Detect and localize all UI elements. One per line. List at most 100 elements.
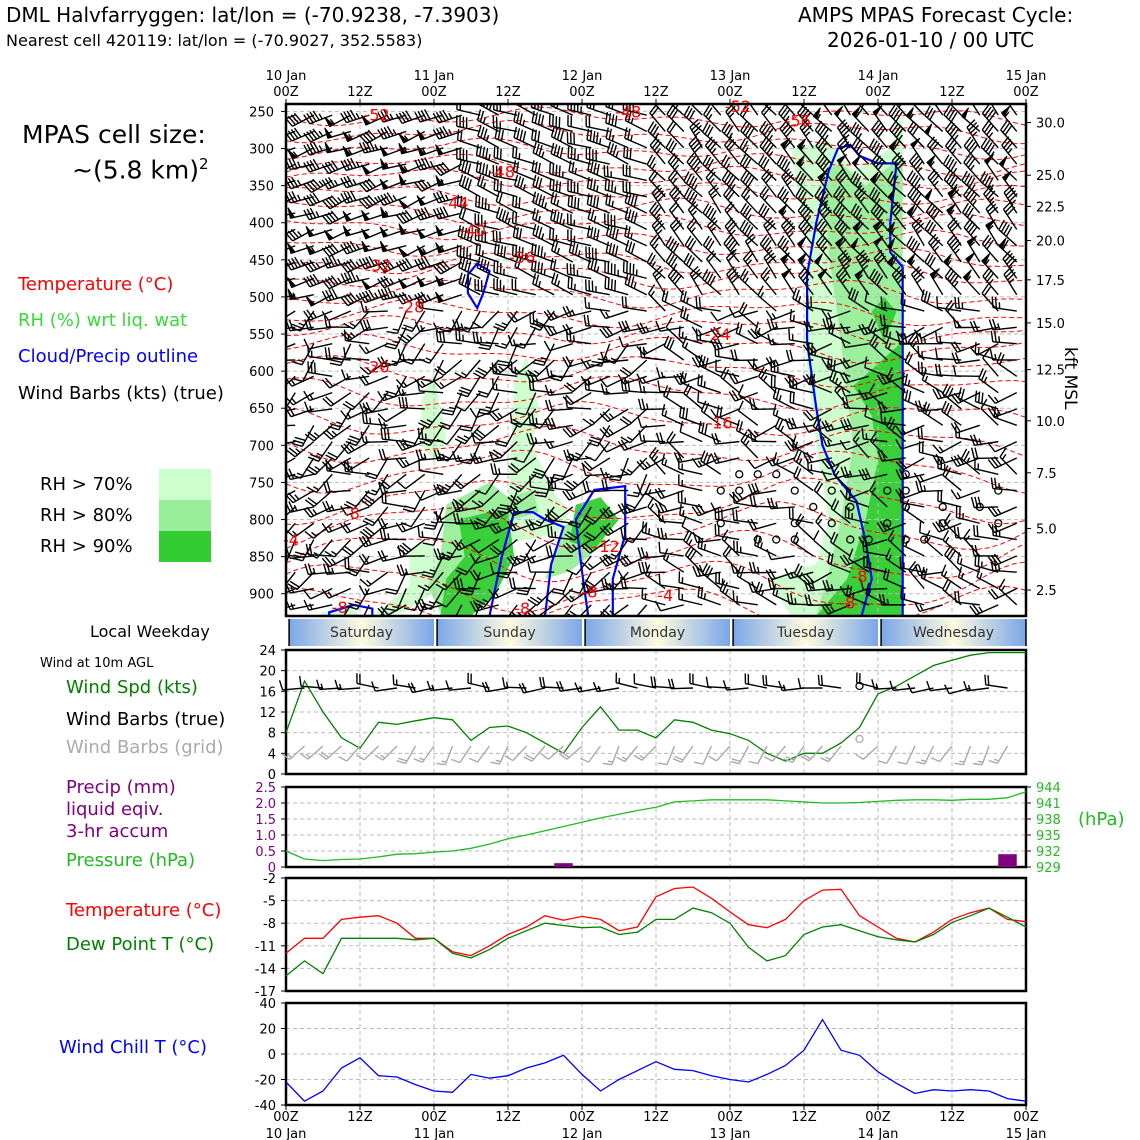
wind-barb (550, 219, 574, 231)
wind-barb-feather (688, 110, 696, 121)
wind-barb-feather (686, 107, 693, 119)
wind-barb-half-feather (587, 563, 594, 569)
wind-barb (949, 104, 962, 116)
wind-barb-feather (458, 158, 463, 170)
wind-barb (736, 429, 759, 443)
wind-barb-half-feather (919, 604, 924, 611)
wind-barb-feather (293, 439, 305, 445)
wind-barb-feather (540, 262, 544, 274)
wind-barb-half-feather (694, 167, 700, 173)
wind-barb-half-feather (313, 432, 320, 438)
wind-barb-feather (784, 222, 794, 232)
wind-barb (920, 577, 944, 590)
wind-barb-feather (461, 589, 473, 593)
calm-circle (753, 470, 762, 479)
wind-barb-feather (990, 559, 994, 571)
wind-barb-feather (287, 492, 297, 502)
surface-wind-barb (393, 683, 416, 689)
wind-barb (317, 441, 333, 462)
surface-wind-barb-feather (650, 676, 654, 687)
wind-barb-feather (964, 205, 972, 216)
wind-barb-feather (942, 465, 949, 476)
pressure-tick-label: 300 (249, 143, 274, 158)
wind-barb-feather (705, 454, 712, 465)
wind-barb-feather (568, 523, 580, 529)
grid-wind-barb-feather (785, 755, 795, 761)
wind-barb (992, 306, 1017, 312)
wind-barb-feather (650, 172, 659, 182)
wind-barb-feather (824, 458, 833, 468)
wind-barb-half-feather (923, 485, 927, 492)
wind-barb-feather (649, 254, 656, 266)
wind-barb-feather (547, 476, 550, 488)
wind-barb-feather (607, 278, 610, 290)
wind-barb-half-feather (608, 527, 614, 533)
wind-barb-feather (479, 176, 485, 188)
wind-barb-feather (944, 120, 953, 131)
wind-barb-feather (360, 499, 371, 507)
wind-barb-pennant (305, 296, 316, 307)
wind-barb-feather (761, 104, 770, 113)
wind-barb-feather (970, 225, 978, 236)
wind-barb-pennant (851, 106, 861, 118)
wind-barb (367, 571, 389, 587)
wind-barb (955, 359, 980, 364)
wind-barb-half-feather (729, 112, 735, 118)
wind-barb-half-feather (996, 508, 1002, 515)
wind-barb-feather (432, 166, 442, 176)
wind-barb (636, 604, 648, 616)
wind-barb-pennant (781, 268, 792, 279)
wind-barb-feather (439, 127, 446, 138)
wind-barb-feather (713, 452, 720, 463)
wind-barb-feather (730, 349, 735, 361)
wind-barb-feather (470, 544, 480, 554)
wind-barb-feather (864, 468, 872, 479)
wind-barb-feather (456, 244, 459, 256)
wind-barb-feather (359, 366, 369, 375)
wind-barb-feather (965, 220, 974, 231)
wind-barb-half-feather (997, 323, 1001, 330)
wind-barb-feather (380, 356, 388, 367)
wind-barb-feather (565, 329, 569, 341)
wind-barb-feather (653, 141, 662, 152)
y-tick-label: 4 (268, 747, 276, 762)
surface-wind-barb-feather (484, 681, 491, 692)
wind-barb-half-feather (660, 371, 664, 378)
wind-barb-half-feather (1000, 585, 1006, 592)
wind-barb-pennant (817, 268, 828, 280)
wind-barb-feather (1002, 239, 1009, 250)
wind-barb-feather (343, 460, 347, 472)
wind-barb (789, 401, 814, 410)
wind-barb-half-feather (654, 132, 660, 139)
wind-barb (844, 407, 869, 410)
y-tick-label: 1.0 (255, 829, 276, 844)
wind-barb-feather (833, 500, 840, 511)
wind-barb-feather (987, 459, 996, 469)
wind-barb-feather (507, 465, 518, 474)
wind-barb (985, 208, 999, 230)
wind-barb (382, 294, 407, 301)
wind-barb (961, 458, 981, 475)
wind-barb-feather (977, 496, 982, 508)
surface-wind-barb-feather (653, 676, 657, 687)
wind-barb (338, 408, 352, 431)
wind-barb-feather (930, 236, 939, 246)
wind-barb-feather (946, 404, 953, 416)
wind-barb (942, 539, 962, 557)
wind-barb (286, 130, 296, 136)
wind-barb-feather (531, 160, 535, 172)
y-tick-label: 20 (259, 1023, 276, 1038)
wind-barb-feather (478, 161, 482, 174)
wind-barb-feather (793, 563, 800, 574)
wind-barb-half-feather (392, 340, 399, 344)
wind-barb-feather (737, 400, 744, 412)
wind-barb (721, 538, 740, 557)
wind-barb (700, 410, 722, 426)
wind-barb-feather (384, 288, 390, 299)
wind-barb (659, 440, 684, 445)
wind-barb (605, 203, 629, 214)
wind-barb (383, 114, 407, 123)
wind-barb-feather (679, 406, 682, 418)
wind-barb-feather (617, 557, 626, 567)
wind-barb (405, 539, 426, 555)
